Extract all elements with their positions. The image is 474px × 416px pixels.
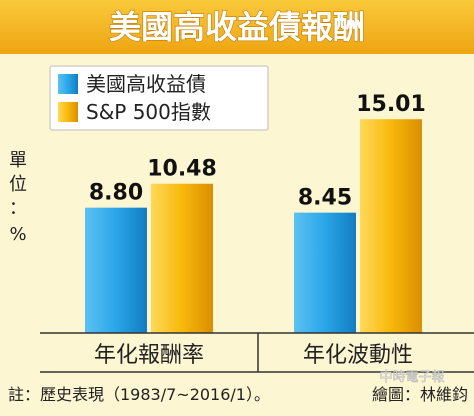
category-label-return: 年化報酬率	[94, 343, 204, 368]
chart-title: 美國高收益債報酬	[109, 8, 365, 46]
data-label-volatility-high-yield: 8.45	[298, 186, 352, 211]
y-unit-char-3: ：	[9, 198, 27, 219]
legend-swatch-high-yield	[58, 74, 78, 94]
y-unit-char-2: 位	[9, 174, 27, 195]
bar-return-sp500	[151, 183, 213, 333]
legend-label-sp500: S&P 500指數	[86, 100, 211, 124]
data-label-return-sp500: 10.48	[147, 157, 217, 182]
y-unit-char-4: %	[9, 224, 26, 245]
category-label-volatility: 年化波動性	[303, 343, 413, 368]
legend-swatch-sp500	[58, 102, 78, 122]
bar-volatility-sp500	[360, 119, 422, 333]
legend-label-high-yield: 美國高收益債	[86, 72, 206, 96]
bar-volatility-high-yield	[294, 212, 356, 333]
data-label-return-high-yield: 8.80	[89, 181, 143, 206]
credit: 繪圖：林維鈞	[372, 385, 468, 404]
data-label-volatility-sp500: 15.01	[356, 92, 426, 117]
footnote: 註：歷史表現（1983/7~2016/1）。	[8, 385, 270, 404]
bar-return-high-yield	[85, 207, 147, 333]
y-unit-char-1: 單	[9, 150, 27, 171]
legend-box	[49, 65, 269, 131]
watermark: 中時電子報	[379, 370, 444, 385]
title-band	[0, 0, 474, 54]
